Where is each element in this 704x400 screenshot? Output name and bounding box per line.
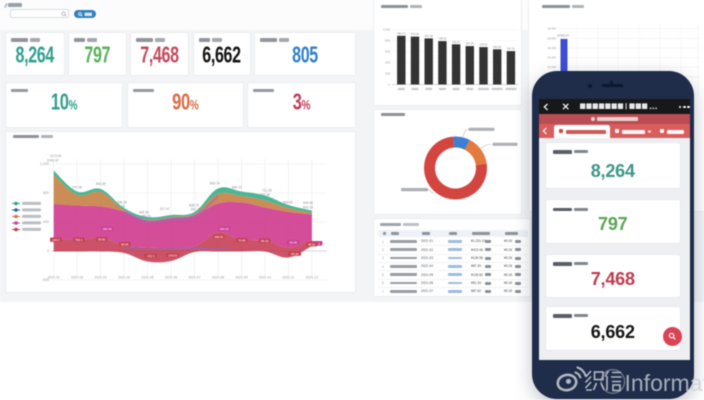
svg-text:400: 400 — [43, 220, 49, 224]
svg-text:30,000: 30,000 — [547, 27, 556, 31]
svg-text:465.53: 465.53 — [139, 211, 149, 215]
svg-text:2021-09: 2021-09 — [235, 276, 247, 280]
svg-text:68.85: 68.85 — [121, 242, 129, 246]
svg-text:0: 0 — [388, 83, 390, 87]
svg-text:2021-05: 2021-05 — [142, 276, 154, 280]
svg-text:-155.61: -155.61 — [168, 253, 178, 257]
svg-text:884.73: 884.73 — [397, 31, 405, 35]
svg-text:837.68: 837.68 — [425, 34, 433, 38]
svg-text:800: 800 — [385, 39, 390, 43]
svg-text:517.47: 517.47 — [160, 207, 170, 211]
svg-text:2021-12: 2021-12 — [306, 276, 318, 280]
svg-text:747.06: 747.06 — [72, 186, 82, 190]
svg-text:400: 400 — [385, 61, 390, 65]
svg-text:200: 200 — [385, 72, 390, 76]
svg-text:1042.42: 1042.42 — [47, 159, 59, 163]
svg-text:282.05: 282.05 — [103, 227, 113, 231]
svg-text:98.91: 98.91 — [308, 242, 316, 246]
svg-text:607.41: 607.41 — [507, 47, 515, 51]
svg-text:2021-07: 2021-07 — [188, 276, 200, 280]
svg-text:Informat: Informat — [625, 370, 704, 396]
svg-text:148.0: 148.0 — [52, 238, 60, 242]
svg-text:2021-04: 2021-04 — [118, 276, 130, 280]
svg-text:2021-08: 2021-08 — [212, 276, 224, 280]
svg-text:564.82: 564.82 — [283, 201, 293, 205]
svg-text:360.05: 360.05 — [220, 227, 230, 231]
svg-text:-162.3: -162.3 — [146, 254, 155, 258]
svg-text:2021-01: 2021-01 — [48, 276, 60, 280]
svg-text:502.39: 502.39 — [191, 208, 201, 212]
svg-text:75.88: 75.88 — [238, 238, 246, 242]
svg-text:640.83: 640.83 — [493, 45, 501, 49]
svg-text:600: 600 — [385, 50, 390, 54]
svg-text:2021-10: 2021-10 — [259, 276, 271, 280]
svg-text:543.18: 543.18 — [303, 206, 313, 210]
svg-text:549.48: 549.48 — [303, 201, 313, 205]
svg-text:1173.44: 1173.44 — [50, 154, 62, 158]
svg-text:843.74: 843.74 — [210, 182, 220, 186]
svg-text:508.75: 508.75 — [189, 204, 199, 208]
svg-text:2021-06: 2021-06 — [165, 276, 177, 280]
svg-text:870.06: 870.06 — [411, 32, 419, 36]
svg-text:20,000: 20,000 — [547, 46, 556, 50]
svg-text:1,000: 1,000 — [383, 28, 391, 32]
svg-text:707.08: 707.08 — [260, 193, 270, 197]
svg-text:592.35: 592.35 — [115, 205, 125, 209]
svg-text:679.62: 679.62 — [480, 43, 488, 47]
svg-text:398.05: 398.05 — [214, 235, 223, 239]
svg-text:697.65: 697.65 — [466, 42, 474, 46]
svg-text:0: 0 — [47, 249, 49, 253]
svg-text:-400: -400 — [42, 278, 49, 282]
svg-text:455.79: 455.79 — [141, 215, 151, 219]
svg-text:596.18: 596.18 — [117, 201, 127, 205]
svg-text:25,000: 25,000 — [547, 36, 556, 40]
svg-text:890.13: 890.13 — [232, 186, 242, 190]
svg-text:800: 800 — [43, 191, 49, 195]
svg-text:-95.28: -95.28 — [290, 252, 299, 256]
svg-text:2021-11: 2021-11 — [282, 276, 294, 280]
svg-text:1,200: 1,200 — [40, 162, 49, 166]
svg-text:731.07: 731.07 — [452, 40, 460, 44]
svg-text:89.28: 89.28 — [261, 239, 269, 243]
svg-text:25546.87: 25546.87 — [557, 34, 570, 38]
svg-text:843.65: 843.65 — [96, 182, 106, 186]
svg-text:788.93: 788.93 — [438, 37, 446, 41]
svg-text:15,000: 15,000 — [547, 56, 556, 60]
svg-text:2021-03: 2021-03 — [95, 276, 107, 280]
svg-text:10,000: 10,000 — [547, 65, 556, 69]
svg-text:711.28: 711.28 — [262, 189, 272, 193]
svg-text:2021-02: 2021-02 — [71, 276, 83, 280]
svg-text:758.1: 758.1 — [75, 238, 83, 242]
svg-text:59.28: 59.28 — [289, 241, 297, 245]
svg-text:95.80: 95.80 — [98, 237, 106, 241]
